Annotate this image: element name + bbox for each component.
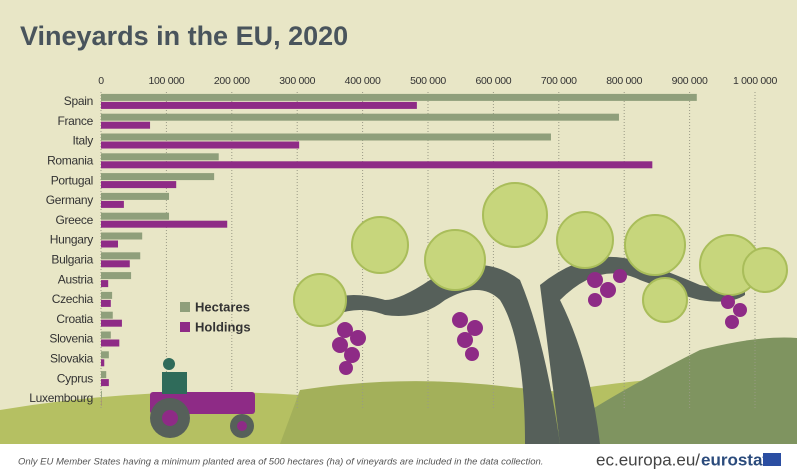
y-tick-label: Luxembourg	[29, 391, 93, 405]
bar	[101, 339, 120, 347]
legend-swatch	[180, 322, 190, 332]
y-tick-label: Bulgaria	[51, 252, 93, 266]
bar	[101, 272, 132, 280]
y-tick-label: Germany	[46, 193, 94, 207]
legend-swatch	[180, 302, 190, 312]
footnote: Only EU Member States having a minimum p…	[18, 457, 543, 468]
tractor	[150, 358, 255, 438]
x-tick-label: 0	[98, 75, 104, 87]
bar	[101, 291, 113, 299]
bar	[101, 240, 119, 248]
bar	[101, 280, 109, 288]
legend-label: Holdings	[195, 319, 251, 334]
bar	[101, 232, 143, 240]
x-tick-label: 600 000	[475, 75, 511, 87]
y-tick-label: Romania	[47, 153, 94, 167]
y-tick-label: Greece	[55, 213, 93, 227]
bar	[101, 153, 219, 161]
bar	[101, 93, 697, 101]
y-tick-label: Czechia	[52, 292, 94, 306]
y-tick-label: Portugal	[51, 173, 93, 187]
bar	[101, 331, 111, 339]
x-tick-label: 700 000	[541, 75, 577, 87]
source-site: ec.europa.eu/	[596, 450, 700, 469]
y-tick-label: Spain	[64, 94, 93, 108]
bar	[101, 379, 109, 387]
bar	[101, 200, 124, 208]
source-brand: eurostat	[701, 450, 768, 469]
x-tick-label: 200 000	[214, 75, 250, 87]
vine-branch	[540, 256, 745, 444]
bar	[101, 319, 122, 327]
bar	[101, 220, 228, 228]
bar	[101, 371, 107, 379]
bar	[101, 390, 102, 398]
y-tick-label: Slovakia	[50, 351, 94, 365]
x-tick-label: 400 000	[345, 75, 381, 87]
bar	[101, 173, 215, 181]
bar	[101, 121, 151, 129]
leaves	[293, 182, 788, 327]
x-tick-label: 800 000	[606, 75, 642, 87]
bar	[101, 141, 300, 149]
bar	[101, 351, 109, 359]
y-tick-label: Slovenia	[49, 332, 93, 346]
bar	[101, 252, 141, 260]
bar	[101, 212, 170, 220]
bar	[101, 260, 130, 268]
x-tick-label: 100 000	[148, 75, 184, 87]
y-tick-label: France	[57, 114, 93, 128]
bar	[101, 113, 619, 121]
bar	[101, 161, 653, 169]
x-tick-label: 1 000 000	[733, 75, 777, 87]
eu-flag	[763, 453, 781, 466]
grapes	[332, 269, 747, 375]
bar	[101, 311, 113, 319]
chart-title: Vineyards in the EU, 2020	[20, 21, 348, 51]
x-tick-label: 300 000	[279, 75, 315, 87]
bar	[101, 133, 551, 141]
bar	[101, 101, 417, 109]
x-tick-label: 500 000	[410, 75, 446, 87]
hill	[540, 337, 797, 444]
bar	[101, 181, 177, 189]
y-tick-label: Cyprus	[57, 371, 94, 385]
legend-label: Hectares	[195, 299, 250, 314]
y-tick-label: Hungary	[50, 233, 94, 247]
vine-trunk	[330, 265, 560, 444]
x-tick-label: 900 000	[672, 75, 708, 87]
bar	[101, 299, 111, 307]
y-tick-label: Italy	[72, 134, 93, 148]
bar	[101, 192, 170, 200]
bar	[101, 359, 105, 367]
y-tick-label: Austria	[58, 272, 94, 286]
y-tick-label: Croatia	[56, 312, 93, 326]
